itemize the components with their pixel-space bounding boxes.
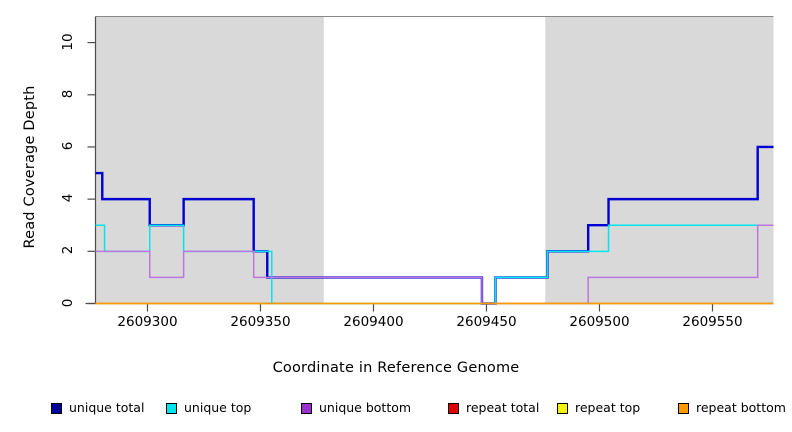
legend-item-repeat-top: repeat top — [557, 398, 640, 418]
x-tick-label: 2609350 — [230, 314, 291, 330]
x-axis-title: Coordinate in Reference Genome — [272, 360, 520, 376]
x-tick-label: 2609550 — [682, 314, 743, 330]
shaded-region-layer — [95, 16, 774, 304]
legend-item-unique-top: unique top — [166, 398, 251, 418]
legend-item-unique-total: unique total — [51, 398, 144, 418]
y-tick-label: 6 — [60, 141, 76, 151]
legend-item-repeat-total: repeat total — [448, 398, 539, 418]
legend-swatch-icon — [301, 402, 312, 414]
x-tick-label: 2609400 — [343, 314, 404, 330]
shaded-region — [545, 16, 774, 304]
y-tick-label: 0 — [60, 298, 76, 307]
legend-swatch-icon — [557, 402, 568, 414]
y-axis-title: Read Coverage Depth — [22, 85, 38, 249]
data-series-layer — [95, 145, 774, 305]
x-tick-label: 2609500 — [569, 314, 630, 330]
y-tick-label: 2 — [60, 246, 76, 255]
legend-label: unique bottom — [319, 399, 412, 415]
legend-swatch-icon — [51, 402, 62, 414]
legend-item-repeat-bottom: repeat bottom — [678, 398, 786, 418]
legend: unique total unique top unique bottom repea… — [0, 398, 792, 420]
y-tick-label: 8 — [60, 89, 76, 99]
y-tick-label: 10 — [60, 32, 76, 51]
shaded-region — [95, 16, 324, 304]
legend-swatch-icon — [448, 402, 459, 414]
x-tick-label: 2609450 — [456, 314, 517, 330]
series-line-unique-bottom — [95, 224, 774, 305]
legend-label: unique top — [184, 399, 252, 415]
y-tick-label: 4 — [60, 193, 76, 203]
legend-label: unique total — [69, 399, 145, 415]
legend-label: repeat bottom — [696, 399, 786, 415]
legend-swatch-icon — [678, 402, 689, 414]
legend-swatch-icon — [166, 402, 177, 414]
legend-label: repeat top — [575, 399, 641, 415]
x-tick-label: 2609300 — [117, 314, 178, 330]
legend-label: repeat total — [466, 399, 540, 415]
legend-item-unique-bottom: unique bottom — [301, 398, 411, 418]
